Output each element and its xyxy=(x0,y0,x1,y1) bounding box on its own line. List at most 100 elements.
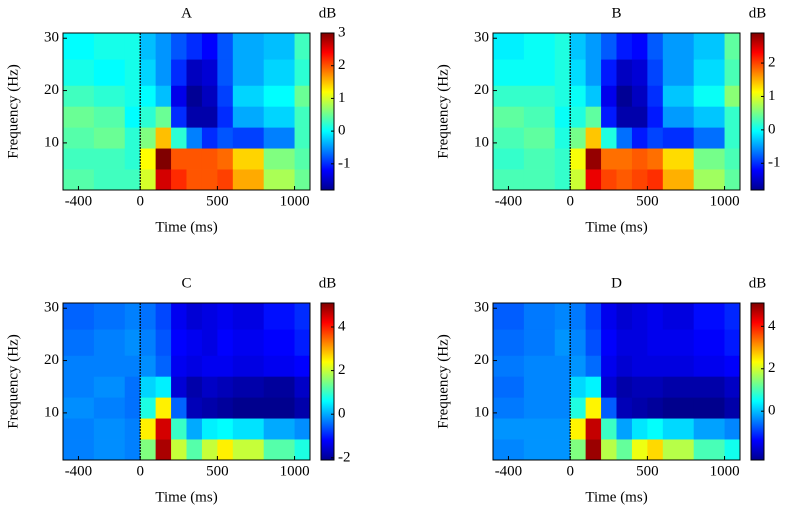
colorbar-label: dB xyxy=(749,275,767,291)
colorbar xyxy=(750,302,765,461)
heat-cell xyxy=(63,106,95,128)
heat-cell xyxy=(662,169,695,191)
heat-cell xyxy=(662,106,695,128)
heat-cell xyxy=(585,169,602,191)
heat-cell xyxy=(724,303,741,330)
heat-cell xyxy=(294,376,311,398)
heat-cell xyxy=(155,355,172,377)
heat-cell xyxy=(693,148,725,170)
heat-cell xyxy=(140,106,157,128)
heat-cell xyxy=(171,148,187,170)
heat-cell xyxy=(93,33,126,60)
heat-cell xyxy=(155,397,172,419)
heat-cell xyxy=(693,127,725,149)
heat-cell xyxy=(201,355,218,377)
heat-cell xyxy=(493,127,525,149)
heat-cell xyxy=(201,303,218,330)
heat-cell xyxy=(263,127,295,149)
x-tick-label: 500 xyxy=(636,193,659,209)
heat-cell xyxy=(201,106,218,128)
heat-cell xyxy=(662,59,695,86)
heat-cell xyxy=(124,397,141,419)
colorbar-tick-label: 1 xyxy=(768,88,776,104)
heat-cell xyxy=(63,376,95,398)
heat-cell xyxy=(201,33,218,60)
y-tick-label: 30 xyxy=(44,30,59,46)
heat-cell xyxy=(124,59,141,86)
heat-cell xyxy=(724,355,741,377)
heat-cell xyxy=(171,85,187,107)
heat-cell xyxy=(554,355,571,377)
heat-cell xyxy=(616,106,633,128)
heat-cell xyxy=(217,376,234,398)
heat-cell xyxy=(493,303,525,330)
heat-cell xyxy=(294,85,311,107)
heat-cell xyxy=(601,106,617,128)
heat-cell xyxy=(63,418,95,440)
panel-title: C xyxy=(181,275,191,291)
heat-cell xyxy=(294,355,311,377)
heat-cell xyxy=(523,397,556,419)
heat-cell xyxy=(186,376,203,398)
heat-cell xyxy=(523,33,556,60)
heat-cell xyxy=(124,303,141,330)
heat-cell xyxy=(124,106,141,128)
heat-cell xyxy=(124,439,141,461)
heat-cell xyxy=(601,418,617,440)
heat-cell xyxy=(201,59,218,86)
heat-cell xyxy=(294,148,311,170)
y-tick-label: 30 xyxy=(44,300,59,316)
heat-cell xyxy=(232,106,265,128)
heat-cell xyxy=(171,33,187,60)
heat-cell xyxy=(171,59,187,86)
heat-cell xyxy=(93,329,126,356)
heat-cell xyxy=(554,33,571,60)
heat-cell xyxy=(171,329,187,356)
x-tick-label: 500 xyxy=(206,463,229,479)
heat-cell xyxy=(294,33,311,60)
heat-cell xyxy=(217,418,234,440)
x-axis-label: Time (ms) xyxy=(585,219,647,235)
heat-cell xyxy=(647,397,664,419)
heat-cell xyxy=(493,106,525,128)
heat-cell xyxy=(554,59,571,86)
heat-cell xyxy=(294,418,311,440)
y-tick-label: 30 xyxy=(474,30,489,46)
heat-cell xyxy=(601,355,617,377)
heat-cell xyxy=(93,169,126,191)
heat-cell xyxy=(493,329,525,356)
heat-cell xyxy=(523,355,556,377)
heat-cell xyxy=(631,329,648,356)
heat-cell xyxy=(232,85,265,107)
heat-cell xyxy=(601,59,617,86)
x-tick-label: -400 xyxy=(65,463,93,479)
heat-cell xyxy=(631,106,648,128)
heat-cell xyxy=(124,127,141,149)
heat-cell xyxy=(662,33,695,60)
heat-cell xyxy=(693,106,725,128)
heat-cell xyxy=(570,85,587,107)
heat-cell xyxy=(523,303,556,330)
heat-cell xyxy=(724,106,741,128)
heat-cell xyxy=(140,33,157,60)
heat-cell xyxy=(570,329,587,356)
heat-cell xyxy=(616,59,633,86)
heat-cell xyxy=(263,85,295,107)
heat-cell xyxy=(140,439,157,461)
colorbar-tick-label: 2 xyxy=(768,360,776,376)
heat-cell xyxy=(140,355,157,377)
heat-cell xyxy=(294,106,311,128)
heat-cell xyxy=(63,329,95,356)
heat-cell xyxy=(493,148,525,170)
heat-cell xyxy=(186,169,203,191)
heat-cell xyxy=(647,169,664,191)
heat-cell xyxy=(601,376,617,398)
heat-cell xyxy=(124,148,141,170)
heat-cell xyxy=(616,303,633,330)
panel-title: A xyxy=(181,5,192,21)
colorbar-tick-label: 0 xyxy=(338,123,346,139)
heat-cell xyxy=(570,127,587,149)
heat-cell xyxy=(63,439,95,461)
heat-cell xyxy=(201,127,218,149)
heat-cell xyxy=(631,418,648,440)
